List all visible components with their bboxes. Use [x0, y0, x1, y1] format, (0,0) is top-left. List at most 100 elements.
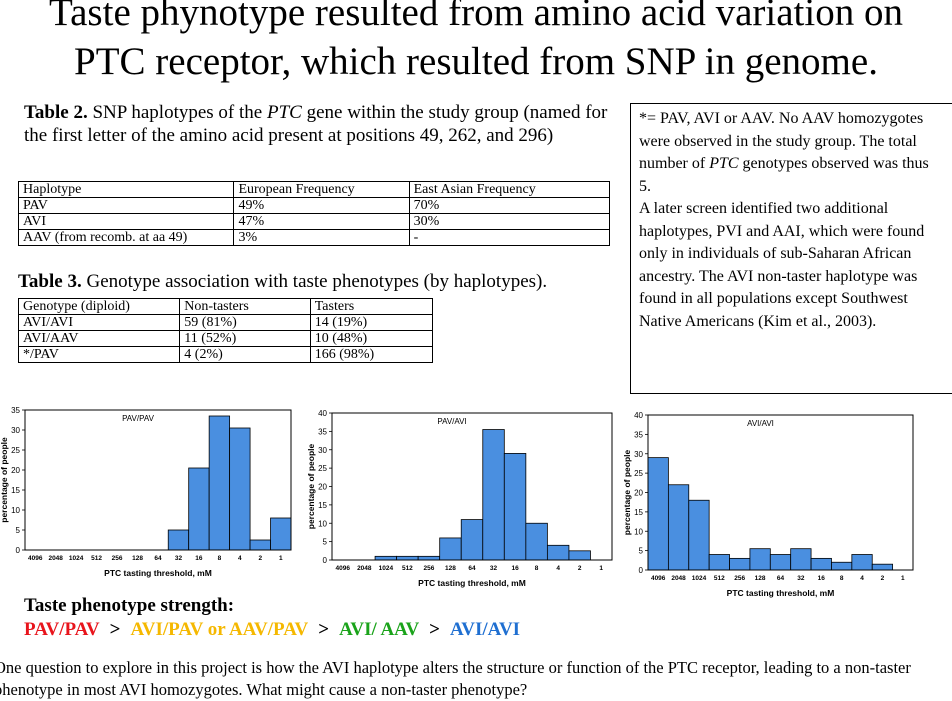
y-tick-label: 0: [323, 556, 328, 565]
bar: [188, 467, 210, 551]
bar: [667, 484, 690, 571]
y-axis-label: percentage of people: [306, 443, 316, 529]
bar: [439, 537, 462, 561]
x-tick-label: 1024: [379, 565, 394, 572]
y-tick-label: 15: [11, 486, 20, 495]
bar: [460, 519, 484, 561]
phenotype-part: AVI/AVI: [450, 619, 521, 640]
x-tick-label: 32: [175, 555, 183, 562]
bar: [729, 557, 751, 571]
row: AVI 47% 30%: [17, 213, 611, 230]
y-tick-label: 5: [639, 547, 644, 556]
y-tick-label: 0: [16, 546, 21, 555]
header-row: Genotype (diploid) Non-tasters Tasters: [17, 298, 434, 315]
x-tick-label: 4: [556, 565, 560, 572]
table-caption: Table 2. SNP haplotypes of the PTC gene …: [24, 101, 614, 147]
y-tick-label: 20: [11, 466, 20, 475]
y-tick-label: 15: [318, 501, 327, 510]
bar: [810, 557, 832, 571]
cell: 59 (81%): [179, 314, 311, 331]
x-tick-label: 2: [258, 555, 262, 562]
x-tick-label: 4096: [28, 555, 43, 562]
text-run: *= PAV, AVI or AAV. No AAV homozygotes w…: [639, 110, 924, 172]
phenotype: Taste phenotype strength: PAV/PAV > AVI/PA…: [24, 594, 530, 642]
cell: 14 (19%): [309, 314, 434, 331]
table: Haplotype European Frequency East Asian Fr…: [17, 181, 611, 246]
cell: 10 (48%): [309, 330, 434, 347]
bar: [167, 529, 190, 551]
x-tick-label: 4: [238, 555, 242, 562]
cell: 11 (52%): [179, 330, 311, 347]
bar: [851, 554, 873, 571]
x-axis-label: PTC tasting threshold, mM: [727, 588, 835, 598]
x-tick-label: 2048: [357, 565, 372, 572]
x-tick-label: 512: [714, 575, 725, 582]
header-row: Haplotype European Frequency East Asian Fr…: [17, 181, 611, 198]
text-run: Genotype association with taste phenotyp…: [81, 271, 548, 292]
cell: AAV (from recomb. at aa 49): [17, 229, 235, 246]
cell: 166 (98%): [309, 346, 434, 363]
x-tick-label: 256: [423, 565, 434, 572]
y-tick-label: 30: [318, 446, 327, 455]
row: AVI/AVI 59 (81%) 14 (19%): [17, 314, 434, 331]
phenotype-part: >: [318, 619, 330, 640]
y-tick-label: 35: [11, 406, 20, 415]
plot-frame: [24, 409, 292, 551]
bar: [525, 522, 548, 561]
x-tick-label: 4096: [336, 565, 351, 572]
text-run: Table 2.: [24, 102, 88, 123]
x-tick-label: 4096: [651, 575, 666, 582]
x-tick-label: 8: [218, 555, 222, 562]
chart-title: PAV/AVI: [437, 417, 466, 426]
x-tick-label: 128: [445, 565, 456, 572]
bar: [790, 548, 812, 571]
x-tick-label: 64: [154, 555, 162, 562]
y-tick-label: 5: [323, 538, 328, 547]
header-cell: Non-tasters: [179, 298, 311, 315]
x-tick-label: 64: [777, 575, 785, 582]
y-tick-label: 25: [318, 464, 327, 473]
x-tick-label: 16: [195, 555, 203, 562]
text-run: gene within the study group (named for t…: [24, 102, 608, 146]
phenotype-order: PAV/PAV > AVI/PAV or AAV/PAV > AVI/ AAV > AVI/…: [24, 618, 530, 642]
bar: [568, 550, 591, 561]
x-tick-label: 16: [511, 565, 519, 572]
x-tick-label: 8: [840, 575, 844, 582]
bar: [546, 544, 570, 561]
x-tick-label: 512: [402, 565, 413, 572]
x-axis-label: PTC tasting threshold, mM: [104, 568, 212, 578]
bar: [749, 548, 771, 571]
y-tick-label: 25: [634, 469, 643, 478]
table: Genotype (diploid) Non-tasters Tasters AVI/…: [17, 298, 434, 363]
header-cell: Genotype (diploid): [17, 298, 181, 315]
slide-title: Taste phynotype resulted from amino acid…: [0, 0, 952, 86]
bar: [503, 453, 527, 561]
x-tick-label: 1: [901, 575, 905, 582]
plot-frame: [647, 414, 914, 571]
row: AAV (from recomb. at aa 49) 3% -: [17, 229, 611, 246]
bar: [769, 554, 792, 571]
bar: [831, 561, 853, 571]
bar: [647, 457, 669, 571]
x-tick-label: 1024: [69, 555, 84, 562]
row: AVI/AAV 11 (52%) 10 (48%): [17, 330, 434, 347]
cell: 70%: [408, 197, 611, 214]
x-tick-label: 256: [112, 555, 123, 562]
x-tick-label: 32: [797, 575, 805, 582]
bar: [249, 539, 271, 551]
bar: [396, 555, 419, 561]
y-axis-label: percentage of people: [0, 437, 9, 523]
x-tick-label: 8: [535, 565, 539, 572]
cell: 30%: [408, 213, 611, 230]
text-run: SNP haplotypes of the: [87, 102, 267, 123]
y-tick-label: 35: [634, 430, 643, 439]
phenotype-part: PAV/PAV: [24, 619, 100, 640]
cell: 49%: [233, 197, 410, 214]
y-tick-label: 35: [318, 427, 327, 436]
x-tick-label: 128: [755, 575, 766, 582]
phenotype-part: AVI/PAV or AAV/PAV: [130, 619, 309, 640]
text-run: genotypes observed was thus 5.: [639, 155, 929, 195]
y-tick-label: 25: [11, 446, 20, 455]
chart-title: PAV/PAV: [122, 414, 155, 423]
